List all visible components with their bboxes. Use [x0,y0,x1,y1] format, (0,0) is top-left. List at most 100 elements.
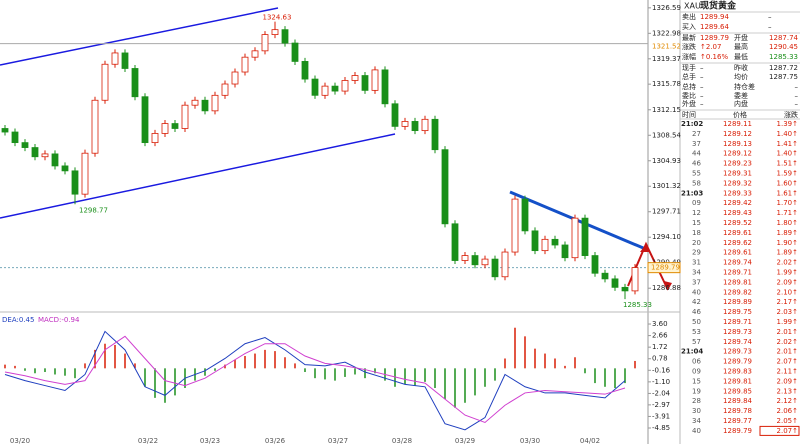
candle-body [61,165,69,172]
tick-time: 15 [692,377,701,385]
dea-label: DEA:0.45 [2,316,34,324]
trend-line [509,190,649,252]
candle-body [241,56,249,73]
quote-value: – [700,73,704,81]
quote-value: – [700,92,704,100]
candle-body [431,118,439,151]
tick-time: 46 [692,160,701,168]
tick-price: 1289.81 [723,278,752,286]
candle-body [191,99,199,106]
tick-time: 50 [692,318,701,326]
candle-body [341,80,349,92]
tick-change: 1.71↑ [777,209,798,217]
symbol: XAU [684,2,701,11]
tick-time: 21:03 [681,189,703,197]
tick-time: 57 [692,338,701,346]
candle-body [331,85,339,92]
quote-value: 1290.45 [769,43,798,51]
tick-change: 2.10↑ [777,288,798,296]
tick-time: 34 [692,269,701,277]
tick-time: 12 [692,209,701,217]
tick-change: 2.17↑ [777,298,798,306]
candle-body [121,52,129,69]
candle-body [411,121,419,132]
tick-time: 40 [692,427,701,435]
tick-change: 2.03↑ [777,308,798,316]
tick-change: 1.70↑ [777,199,798,207]
tick-price: 1289.79 [723,358,752,366]
tick-change: 1.61↑ [777,189,798,197]
tick-change: 2.07↑ [777,427,798,435]
tick-time: 34 [692,417,701,425]
tick-change: 2.06↑ [777,407,798,415]
candle-body [371,69,379,91]
candle-body [261,34,269,52]
tick-change: 1.39↑ [777,120,798,128]
candle-body [321,85,329,96]
y-tick-label: 1294.10 [652,233,681,241]
candle-body [221,83,229,96]
quote-label: 最高 [734,42,748,51]
date-label: 04/02 [580,437,600,444]
column-header: 价格 [733,110,747,119]
candle-body [481,258,489,266]
tick-price: 1289.75 [723,308,752,316]
candle-body [251,50,259,58]
candle-body [531,230,539,252]
tick-time: 53 [692,328,701,336]
tick-change: 1.51↑ [777,160,798,168]
tick-price: 1289.52 [723,219,752,227]
date-label: 03/20 [10,437,30,444]
tick-time: 31 [692,259,701,267]
tick-time: 21:02 [681,120,703,128]
symbol-name: 现货黄金 [700,0,737,12]
tick-price: 1289.85 [723,387,752,395]
y-tick-label: -3.91 [652,412,670,420]
quote-value: – [795,100,799,108]
tick-change: 1.99↑ [777,318,798,326]
candle-body [271,29,279,35]
candle-body [301,61,309,80]
tick-price: 1289.74 [723,338,752,346]
quote-value: 1285.33 [769,53,798,61]
tick-change: 1.40↑ [777,130,798,138]
tick-change: 1.41↑ [777,140,798,148]
y-tick-label: -2.97 [652,401,670,409]
channel-upper [0,7,279,66]
candle-body [441,149,449,225]
tick-change: 1.89↑ [777,249,798,257]
candle-body [111,52,119,65]
y-tick-label: 1286.88 [652,284,681,292]
tick-price: 1289.73 [723,348,752,356]
quote-label: 总持 [682,82,696,91]
tick-price: 1289.89 [723,298,752,306]
y-tick-label: -1.10 [652,378,670,386]
quote-value: 1289.94 [700,13,729,21]
tick-price: 1289.81 [723,377,752,385]
candle-body [511,198,519,253]
tick-change: 2.11↑ [777,368,798,376]
last-price-label: 1289.79 [651,264,680,272]
tick-price: 1289.83 [723,368,752,376]
tick-price: 1289.61 [723,249,752,257]
tick-change: 2.01↑ [777,328,798,336]
tick-change: 1.90↑ [777,239,798,247]
quote-label: 昨收 [734,63,748,72]
tick-price: 1289.73 [723,328,752,336]
quote-value: ↑2.07 [700,43,721,51]
quote-value: 1287.74 [769,34,798,42]
quote-value: – [795,92,799,100]
candle-body [171,123,179,129]
tick-change: 2.02↑ [777,338,798,346]
last-price-box [647,262,681,274]
tick-price: 1289.42 [723,199,752,207]
tick-change: 2.05↑ [777,417,798,425]
y-tick-label: 1322.98 [652,29,681,37]
candle-body [211,94,219,112]
quote-label: 开盘 [734,33,748,42]
y-tick-label: -2.04 [652,389,671,397]
quote-value: – [795,83,799,91]
tick-time: 21:04 [681,348,703,356]
tick-time: 29 [692,249,701,257]
candle-body [231,71,239,85]
